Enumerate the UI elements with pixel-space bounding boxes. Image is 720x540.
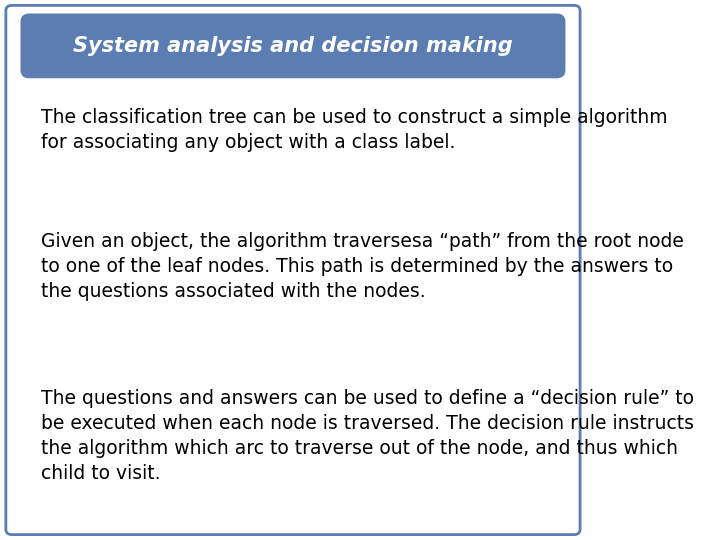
FancyBboxPatch shape: [20, 14, 565, 78]
Text: The questions and answers can be used to define a “decision rule” to
be executed: The questions and answers can be used to…: [41, 389, 694, 483]
FancyBboxPatch shape: [6, 5, 580, 535]
Text: System analysis and decision making: System analysis and decision making: [73, 36, 513, 56]
Text: Given an object, the algorithm traversesa “path” from the root node
to one of th: Given an object, the algorithm traverses…: [41, 232, 684, 301]
Text: The classification tree can be used to construct a simple algorithm
for associat: The classification tree can be used to c…: [41, 108, 667, 152]
